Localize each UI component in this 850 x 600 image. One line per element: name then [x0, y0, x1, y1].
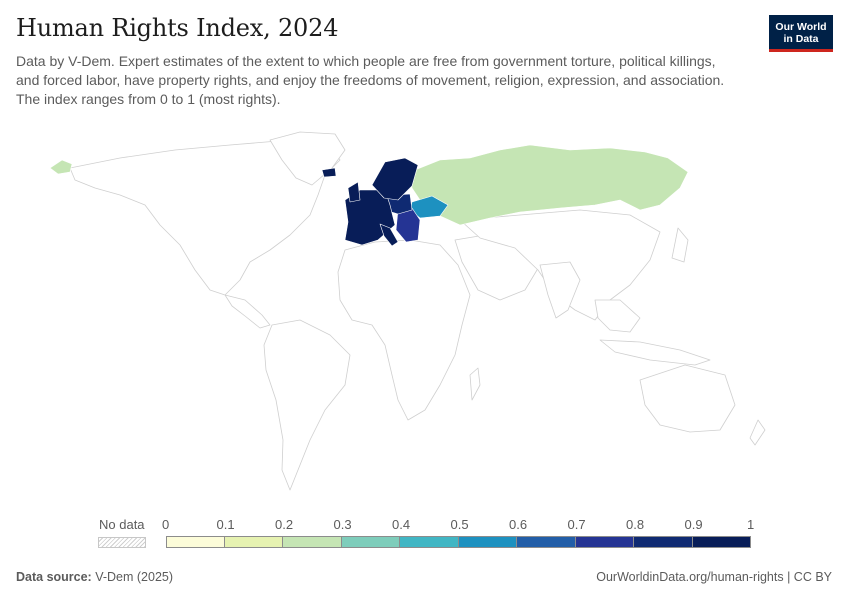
- legend-tick-label: 0: [162, 517, 170, 532]
- legend-bin[interactable]: [517, 536, 576, 548]
- owid-logo[interactable]: Our World in Data: [769, 15, 833, 52]
- footer-url-license[interactable]: OurWorldinData.org/human-rights | CC BY: [596, 570, 832, 584]
- footer-source: Data source: V-Dem (2025): [16, 570, 173, 584]
- logo-line-1: Our World: [775, 21, 827, 33]
- legend-bin[interactable]: [575, 536, 634, 548]
- legend-tick-label: 0.8: [626, 517, 645, 532]
- footer-source-link[interactable]: V-Dem (2025): [95, 570, 174, 584]
- map-australia[interactable]: [639, 364, 736, 433]
- legend-bin[interactable]: [400, 536, 459, 548]
- legend-no-data-swatch: [98, 537, 146, 548]
- legend-tick-label: 0.2: [275, 517, 294, 532]
- legend-bin[interactable]: [283, 536, 342, 548]
- map-india[interactable]: [539, 261, 581, 319]
- legend-tick-label: 0.6: [509, 517, 528, 532]
- legend-tick-label: 0.3: [333, 517, 352, 532]
- map-uk-ireland[interactable]: [347, 181, 361, 203]
- legend-tick-label: 0.5: [450, 517, 469, 532]
- chart-title: Human Rights Index, 2024: [16, 14, 339, 42]
- legend-bin[interactable]: [224, 536, 283, 548]
- map-africa[interactable]: [337, 239, 471, 421]
- legend-bin[interactable]: [458, 536, 517, 548]
- footer-source-label: Data source:: [16, 570, 92, 584]
- legend-bin[interactable]: [341, 536, 400, 548]
- map-new-zealand[interactable]: [749, 419, 766, 446]
- map-madagascar[interactable]: [469, 367, 481, 401]
- chart-subtitle: Data by V-Dem. Expert estimates of the e…: [16, 53, 725, 107]
- legend-tick-label: 0.9: [684, 517, 703, 532]
- legend-bin[interactable]: [692, 536, 751, 548]
- map-iceland[interactable]: [321, 167, 337, 178]
- map-southeast-asia[interactable]: [594, 299, 641, 333]
- map-alaska[interactable]: [49, 159, 73, 175]
- map-central-america[interactable]: [224, 294, 271, 329]
- legend-tick-label: 0.1: [216, 517, 235, 532]
- legend-tick-label: 1: [747, 517, 755, 532]
- map-italy[interactable]: [379, 223, 399, 247]
- legend-tick-label: 0.4: [392, 517, 411, 532]
- legend-bin[interactable]: [634, 536, 693, 548]
- map-indonesia[interactable]: [599, 339, 711, 366]
- map-russia[interactable]: [409, 144, 689, 226]
- map-scandinavia[interactable]: [371, 157, 419, 201]
- logo-line-2: in Data: [783, 33, 819, 45]
- map-south-america[interactable]: [263, 319, 351, 491]
- legend-tick-label: 0.7: [567, 517, 586, 532]
- map-japan[interactable]: [671, 227, 689, 263]
- world-map[interactable]: [0, 120, 850, 505]
- legend-no-data-label: No data: [99, 517, 145, 532]
- legend-bin[interactable]: [166, 536, 225, 548]
